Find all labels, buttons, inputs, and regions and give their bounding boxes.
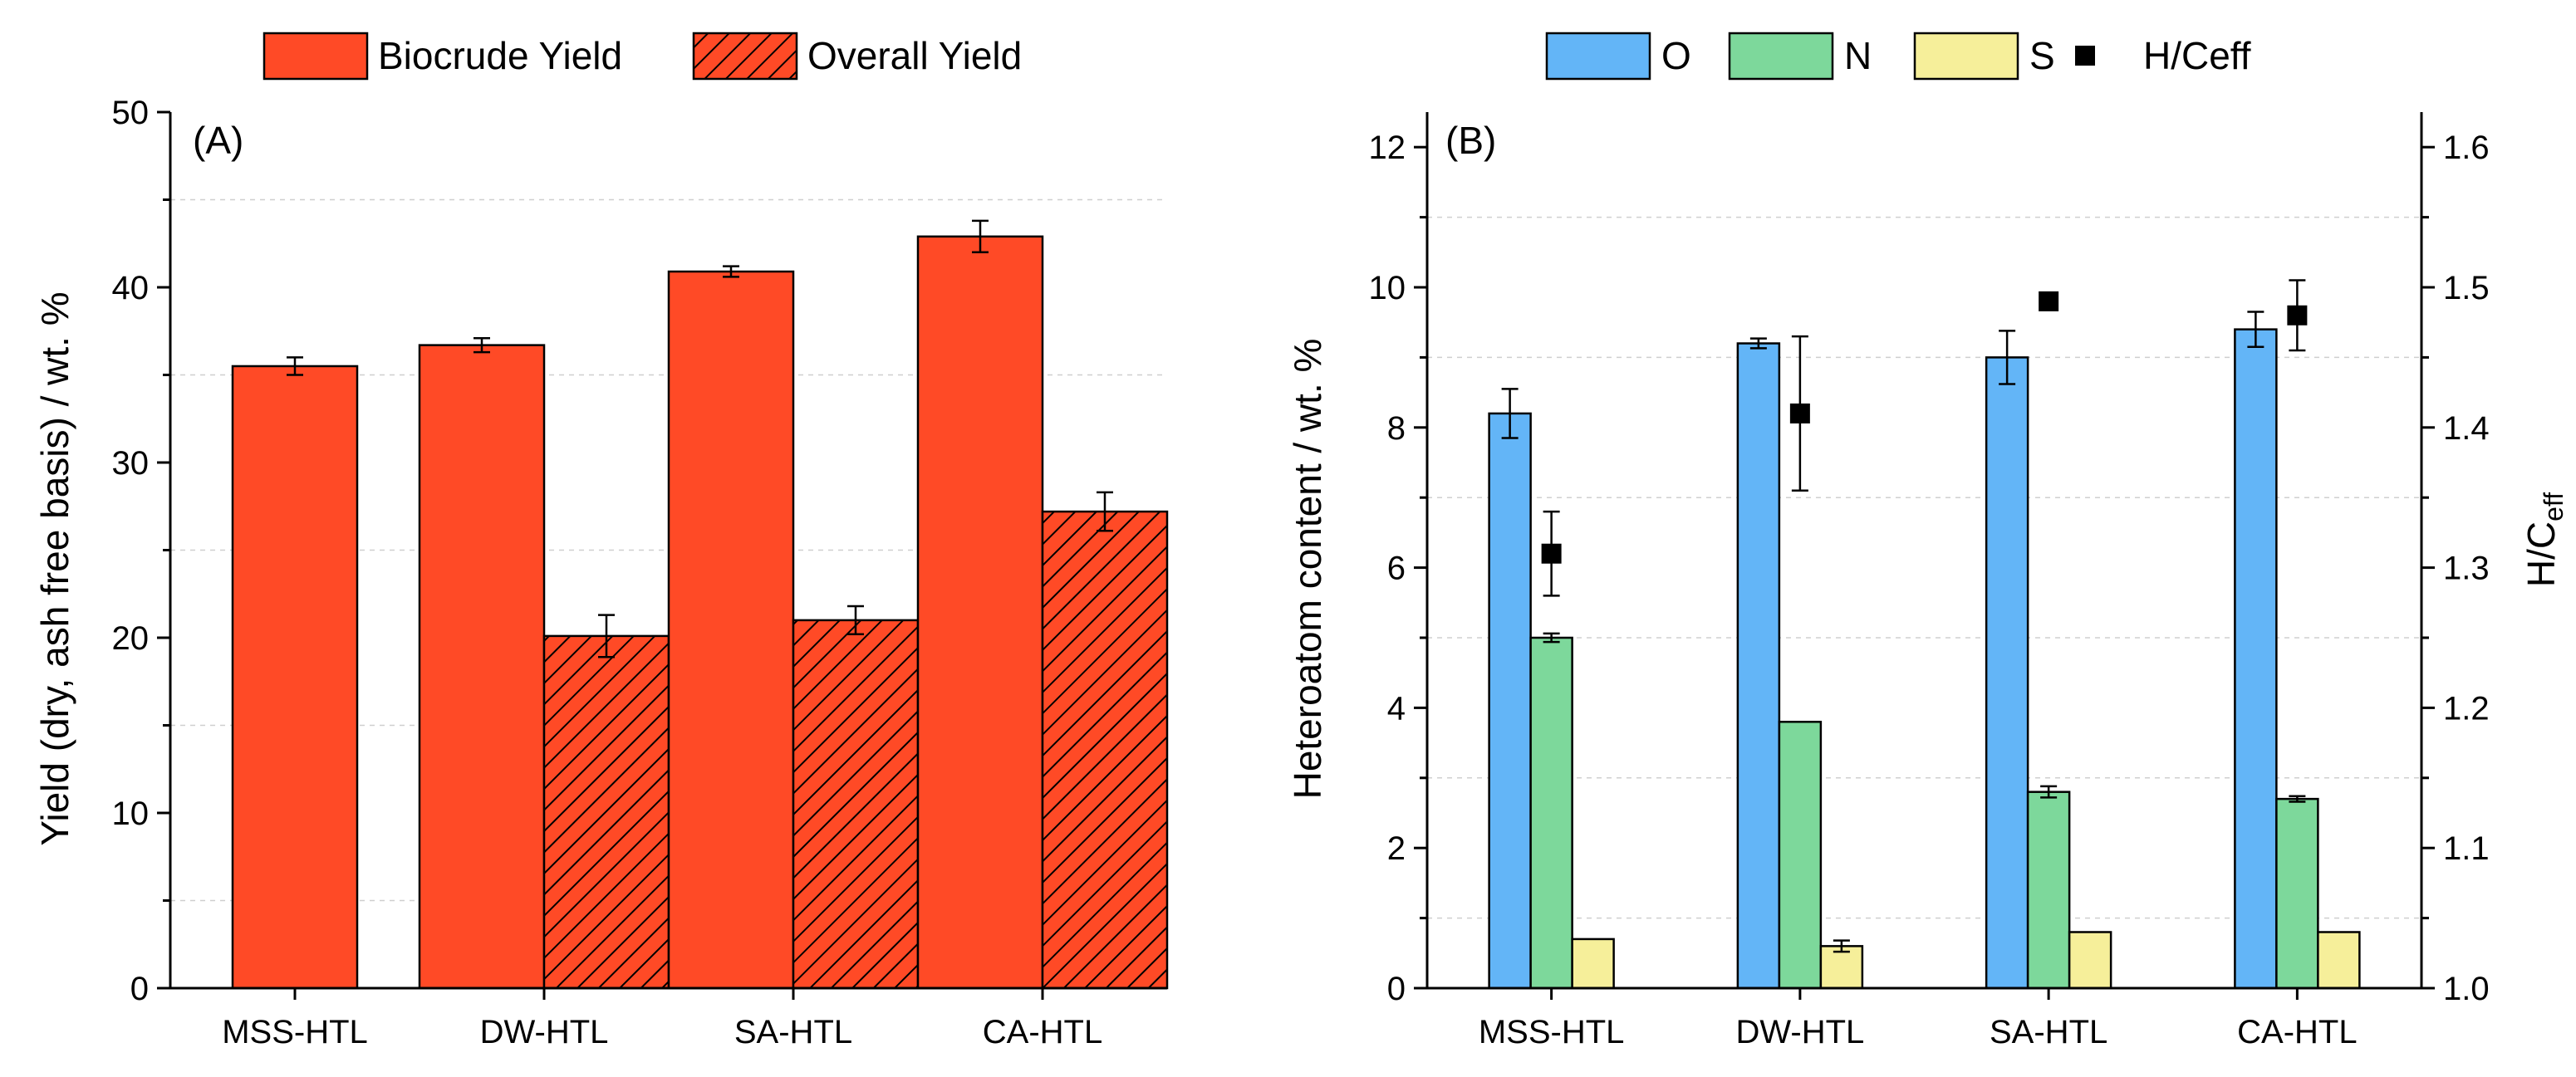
legend-label-overall: Overall Yield (807, 34, 1022, 77)
panel-b-y2-axis-title: H/Ceff (2520, 492, 2569, 587)
panel-b-y-tick-label: 2 (1387, 830, 1406, 867)
errorbar-o-dw-htl (1749, 337, 1767, 350)
panel-b-y2-tick-label: 1.4 (2443, 410, 2490, 447)
legend-label-biocrude: Biocrude Yield (378, 34, 622, 77)
panel-b-y-tick-label: 4 (1387, 690, 1406, 727)
marker-hc-sa-htl (2039, 291, 2059, 311)
panel-b-hc-markers (1541, 279, 2308, 597)
panel-a-y-tick-label: 30 (112, 445, 150, 482)
bar-overall-ca-htl (1041, 510, 1169, 990)
panel-a-y-tick-label: 20 (112, 620, 150, 657)
panel-a: 0 10 20 30 40 50 MSS-HTL DW-HTL SA-HTL CA-HTL (A)… (33, 32, 1169, 1050)
errorbar-o-ca-htl (2247, 311, 2264, 348)
errorbar-overall-dw-htl (598, 614, 615, 658)
panel-b-y-tick-label: 0 (1387, 971, 1406, 1007)
errorbar-o-mss-htl (1501, 388, 1519, 439)
panel-a-y-axis-title: Yield (dry, ash free basis) / wt. % (33, 291, 76, 845)
legend-label-hc: H/Ceff (2143, 34, 2251, 77)
panel-b-x-tick-label: SA-HTL (1990, 1014, 2107, 1050)
errorbar-biocrude-ca-htl (972, 219, 989, 254)
panel-b-x-tick-label: MSS-HTL (1479, 1014, 1625, 1050)
bar-biocrude-ca-htl (916, 235, 1044, 990)
errorbar-o-sa-htl (1999, 330, 2016, 385)
panel-b-label: (B) (1445, 119, 1496, 162)
panel-a-x-tick-label: SA-HTL (734, 1014, 852, 1050)
panel-b-axes: 0 2 4 6 8 10 12 1.0 1.1 1.2 1.3 1.4 1.5 1.6 MSS-HTL DW-… (1369, 112, 2490, 1050)
marker-hc-mss-htl (1541, 543, 1562, 564)
marker-hc-dw-htl (1789, 403, 1810, 423)
panel-a-legend: Biocrude Yield Overall Yield (263, 32, 1022, 81)
panel-a-axes: 0 10 20 30 40 50 MSS-HTL DW-HTL SA-HTL CA-HTL (112, 95, 1167, 1050)
panel-a-y-tick-label: 40 (112, 270, 150, 306)
panel-b-y2-axis-title-sub: eff (2539, 492, 2569, 521)
panel-b-y-tick-label: 8 (1387, 410, 1406, 447)
bar-biocrude-sa-htl (667, 270, 795, 990)
errorbar-biocrude-sa-htl (723, 265, 739, 278)
errorbar-n-ca-htl (2289, 795, 2306, 803)
errorbar-s-dw-htl (1833, 939, 1850, 953)
panel-b-y-tick-label: 12 (1369, 130, 1406, 166)
panel-b-y2-tick-label: 1.6 (2443, 130, 2490, 166)
bar-n-mss-htl (1529, 636, 1573, 990)
legend-swatch-n (1728, 32, 1834, 81)
panel-a-x-tick-label: CA-HTL (983, 1014, 1102, 1050)
legend-swatch-o (1545, 32, 1651, 81)
legend-swatch-hc (2075, 46, 2095, 66)
bar-n-sa-htl (2026, 791, 2071, 990)
bar-o-mss-htl (1488, 412, 1532, 990)
panel-b-bars (1488, 311, 2361, 990)
bar-o-dw-htl (1736, 342, 1781, 990)
panel-a-x-tick-label: MSS-HTL (222, 1014, 368, 1050)
panel-a-y-tick-label: 0 (130, 971, 149, 1007)
panel-a-y-tick-label: 10 (112, 796, 150, 832)
errorbar-biocrude-mss-htl (287, 356, 303, 376)
bar-biocrude-dw-htl (418, 344, 546, 990)
panel-b-x-tick-label: DW-HTL (1735, 1014, 1864, 1050)
panel-a-x-tick-label: DW-HTL (480, 1014, 609, 1050)
panel-b-legend: O N S H/Ceff (1545, 32, 2251, 81)
panel-b-y-tick-label: 6 (1387, 551, 1406, 587)
bar-biocrude-mss-htl (231, 365, 359, 990)
legend-label-o: O (1661, 34, 1691, 77)
bar-overall-sa-htl (792, 619, 920, 990)
panel-b-y2-tick-label: 1.3 (2443, 551, 2490, 587)
panel-a-label: (A) (193, 119, 243, 162)
panel-b-y2-tick-label: 1.0 (2443, 971, 2490, 1007)
errorbar-n-mss-htl (1543, 632, 1560, 644)
legend-swatch-s (1913, 32, 2019, 81)
bar-n-ca-htl (2275, 797, 2319, 990)
panel-b-y-tick-label: 10 (1369, 270, 1406, 306)
panel-a-bars (231, 219, 1169, 990)
panel-a-y-tick-label: 50 (112, 95, 150, 131)
errorbar-overall-ca-htl (1097, 491, 1113, 532)
legend-label-s: S (2029, 34, 2055, 77)
errorbar-biocrude-dw-htl (473, 336, 490, 354)
bar-o-sa-htl (1985, 356, 2029, 990)
errorbar-n-sa-htl (2040, 785, 2058, 799)
bar-s-mss-htl (1571, 937, 1615, 990)
panel-b-y-axis-title: Heteroatom content / wt. % (1286, 339, 1329, 800)
panel-b-y2-tick-label: 1.5 (2443, 270, 2490, 306)
legend-swatch-biocrude (263, 32, 369, 81)
bar-s-ca-htl (2317, 931, 2361, 990)
panel-b-x-tick-label: CA-HTL (2237, 1014, 2357, 1050)
legend-swatch-overall (692, 32, 798, 81)
bar-o-ca-htl (2234, 328, 2278, 990)
marker-hc-ca-htl (2287, 305, 2308, 326)
bar-s-sa-htl (2068, 931, 2112, 990)
bar-overall-dw-htl (542, 634, 670, 990)
errorbar-overall-sa-htl (847, 605, 864, 636)
panel-b-y2-tick-label: 1.2 (2443, 690, 2490, 727)
bar-s-dw-htl (1819, 945, 1864, 990)
panel-b-y2-axis-title-main: H/C (2520, 521, 2563, 587)
legend-label-n: N (1844, 34, 1872, 77)
panel-b-y2-tick-label: 1.1 (2443, 830, 2490, 867)
panel-b: 0 2 4 6 8 10 12 1.0 1.1 1.2 1.3 1.4 1.5 1.6 MSS-HTL DW-… (1286, 32, 2569, 1050)
bar-n-dw-htl (1778, 721, 1823, 990)
